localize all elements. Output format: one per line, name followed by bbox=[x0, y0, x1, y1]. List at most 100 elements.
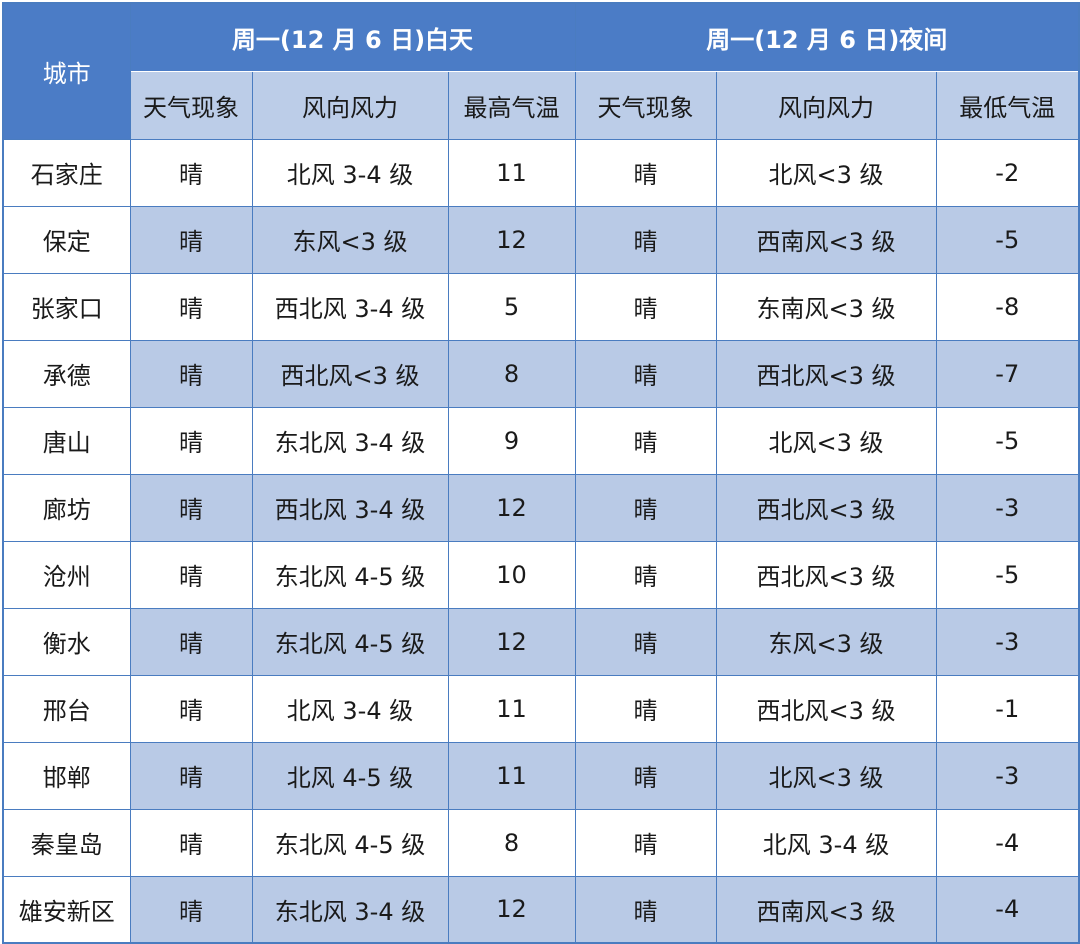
city-cell: 沧州 bbox=[2, 540, 131, 609]
day-weather-cell: 晴 bbox=[129, 741, 253, 810]
high-temp-cell: 9 bbox=[447, 406, 576, 475]
night-weather-cell: 晴 bbox=[574, 808, 717, 877]
high-temp-cell: 5 bbox=[447, 272, 576, 341]
day-wind-cell: 东风<3 级 bbox=[251, 205, 449, 274]
day-weather-cell: 晴 bbox=[129, 272, 253, 341]
night-weather-cell: 晴 bbox=[574, 674, 717, 743]
low-temp-column-header: 最低气温 bbox=[935, 70, 1080, 140]
day-weather-cell: 晴 bbox=[129, 138, 253, 207]
table-row: 雄安新区 晴 东北风 3-4 级 12 晴 西南风<3 级 -4 bbox=[2, 875, 1080, 944]
low-temp-cell: -4 bbox=[935, 875, 1080, 944]
low-temp-cell: -5 bbox=[935, 540, 1080, 609]
day-wind-cell: 东北风 4-5 级 bbox=[251, 607, 449, 676]
low-temp-cell: -7 bbox=[935, 339, 1080, 408]
day-weather-cell: 晴 bbox=[129, 540, 253, 609]
day-weather-cell: 晴 bbox=[129, 607, 253, 676]
table-row: 秦皇岛 晴 东北风 4-5 级 8 晴 北风 3-4 级 -4 bbox=[2, 808, 1080, 877]
day-weather-cell: 晴 bbox=[129, 205, 253, 274]
night-wind-cell: 北风<3 级 bbox=[715, 138, 937, 207]
low-temp-cell: -5 bbox=[935, 406, 1080, 475]
night-weather-cell: 晴 bbox=[574, 540, 717, 609]
night-weather-cell: 晴 bbox=[574, 205, 717, 274]
high-temp-cell: 11 bbox=[447, 138, 576, 207]
city-cell: 石家庄 bbox=[2, 138, 131, 207]
night-weather-cell: 晴 bbox=[574, 607, 717, 676]
low-temp-cell: -2 bbox=[935, 138, 1080, 207]
nighttime-group-header: 周一(12 月 6 日)夜间 bbox=[574, 2, 1080, 72]
day-weather-cell: 晴 bbox=[129, 674, 253, 743]
day-weather-cell: 晴 bbox=[129, 339, 253, 408]
city-cell: 保定 bbox=[2, 205, 131, 274]
city-cell: 衡水 bbox=[2, 607, 131, 676]
night-wind-cell: 西南风<3 级 bbox=[715, 875, 937, 944]
city-cell: 邯郸 bbox=[2, 741, 131, 810]
low-temp-cell: -3 bbox=[935, 473, 1080, 542]
day-wind-cell: 东北风 3-4 级 bbox=[251, 875, 449, 944]
night-wind-cell: 北风<3 级 bbox=[715, 741, 937, 810]
day-wind-cell: 东北风 4-5 级 bbox=[251, 808, 449, 877]
high-temp-cell: 12 bbox=[447, 205, 576, 274]
city-cell: 秦皇岛 bbox=[2, 808, 131, 877]
day-wind-column-header: 风向风力 bbox=[251, 70, 449, 140]
low-temp-cell: -4 bbox=[935, 808, 1080, 877]
header-row-sub: 天气现象 风向风力 最高气温 天气现象 风向风力 最低气温 bbox=[3, 70, 1080, 140]
day-weather-cell: 晴 bbox=[129, 875, 253, 944]
table-row: 衡水 晴 东北风 4-5 级 12 晴 东风<3 级 -3 bbox=[2, 607, 1080, 676]
table-row: 邢台 晴 北风 3-4 级 11 晴 西北风<3 级 -1 bbox=[2, 674, 1080, 743]
high-temp-cell: 8 bbox=[447, 808, 576, 877]
table-row: 沧州 晴 东北风 4-5 级 10 晴 西北风<3 级 -5 bbox=[2, 540, 1080, 609]
day-wind-cell: 北风 3-4 级 bbox=[251, 674, 449, 743]
night-wind-cell: 西北风<3 级 bbox=[715, 473, 937, 542]
low-temp-cell: -8 bbox=[935, 272, 1080, 341]
day-wind-cell: 北风 4-5 级 bbox=[251, 741, 449, 810]
day-wind-cell: 东北风 3-4 级 bbox=[251, 406, 449, 475]
high-temp-cell: 12 bbox=[447, 875, 576, 944]
night-wind-column-header: 风向风力 bbox=[715, 70, 937, 140]
night-wind-cell: 西北风<3 级 bbox=[715, 339, 937, 408]
high-temp-cell: 10 bbox=[447, 540, 576, 609]
city-cell: 廊坊 bbox=[2, 473, 131, 542]
high-temp-cell: 12 bbox=[447, 473, 576, 542]
day-wind-cell: 西北风<3 级 bbox=[251, 339, 449, 408]
city-cell: 唐山 bbox=[2, 406, 131, 475]
night-weather-cell: 晴 bbox=[574, 473, 717, 542]
high-temp-column-header: 最高气温 bbox=[447, 70, 576, 140]
night-weather-cell: 晴 bbox=[574, 272, 717, 341]
high-temp-cell: 8 bbox=[447, 339, 576, 408]
night-wind-cell: 西南风<3 级 bbox=[715, 205, 937, 274]
day-weather-cell: 晴 bbox=[129, 473, 253, 542]
table-row: 廊坊 晴 西北风 3-4 级 12 晴 西北风<3 级 -3 bbox=[2, 473, 1080, 542]
high-temp-cell: 12 bbox=[447, 607, 576, 676]
night-weather-cell: 晴 bbox=[574, 741, 717, 810]
table-row: 承德 晴 西北风<3 级 8 晴 西北风<3 级 -7 bbox=[2, 339, 1080, 408]
low-temp-cell: -3 bbox=[935, 607, 1080, 676]
day-wind-cell: 东北风 4-5 级 bbox=[251, 540, 449, 609]
night-weather-column-header: 天气现象 bbox=[574, 70, 717, 140]
night-weather-cell: 晴 bbox=[574, 875, 717, 944]
table-row: 张家口 晴 西北风 3-4 级 5 晴 东南风<3 级 -8 bbox=[2, 272, 1080, 341]
day-wind-cell: 西北风 3-4 级 bbox=[251, 272, 449, 341]
city-cell: 承德 bbox=[2, 339, 131, 408]
day-wind-cell: 西北风 3-4 级 bbox=[251, 473, 449, 542]
night-wind-cell: 东风<3 级 bbox=[715, 607, 937, 676]
table-row: 邯郸 晴 北风 4-5 级 11 晴 北风<3 级 -3 bbox=[2, 741, 1080, 810]
city-cell: 张家口 bbox=[2, 272, 131, 341]
daytime-group-header: 周一(12 月 6 日)白天 bbox=[129, 2, 576, 72]
header-row-top: 城市 周一(12 月 6 日)白天 周一(12 月 6 日)夜间 bbox=[2, 2, 1080, 140]
night-wind-cell: 北风<3 级 bbox=[715, 406, 937, 475]
low-temp-cell: -3 bbox=[935, 741, 1080, 810]
night-weather-cell: 晴 bbox=[574, 138, 717, 207]
low-temp-cell: -1 bbox=[935, 674, 1080, 743]
table-row: 保定 晴 东风<3 级 12 晴 西南风<3 级 -5 bbox=[2, 205, 1080, 274]
low-temp-cell: -5 bbox=[935, 205, 1080, 274]
city-cell: 邢台 bbox=[2, 674, 131, 743]
day-wind-cell: 北风 3-4 级 bbox=[251, 138, 449, 207]
table-row: 唐山 晴 东北风 3-4 级 9 晴 北风<3 级 -5 bbox=[2, 406, 1080, 475]
table-row: 石家庄 晴 北风 3-4 级 11 晴 北风<3 级 -2 bbox=[2, 138, 1080, 207]
high-temp-cell: 11 bbox=[447, 741, 576, 810]
night-wind-cell: 北风 3-4 级 bbox=[715, 808, 937, 877]
night-weather-cell: 晴 bbox=[574, 339, 717, 408]
day-weather-cell: 晴 bbox=[129, 406, 253, 475]
